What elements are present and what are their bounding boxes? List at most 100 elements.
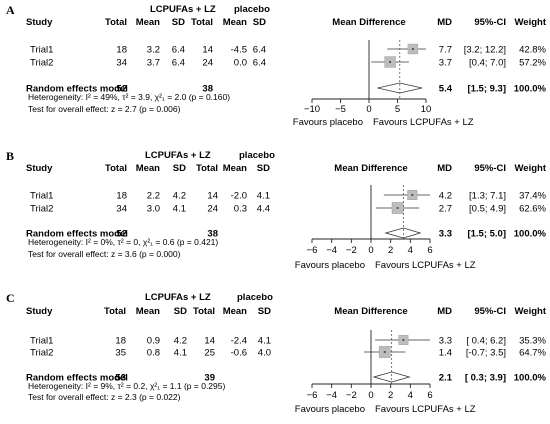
treatment-mean-header: Mean xyxy=(136,17,160,28)
x-axis-tick-label: 10 xyxy=(421,104,432,115)
control-mean: -4.5 xyxy=(231,45,247,56)
favours-placebo-label: Favours placebo xyxy=(295,404,365,415)
x-axis-tick-label: 4 xyxy=(408,245,413,256)
study-weight-value: 62.6% xyxy=(519,204,546,215)
study-md-value: 4.2 xyxy=(439,191,452,202)
favours-treatment-label: Favours LCPUFAs + LZ xyxy=(375,260,476,271)
treatment-mean: 3.7 xyxy=(147,58,160,69)
favours-placebo-label: Favours placebo xyxy=(295,260,365,271)
treatment-total: 18 xyxy=(115,336,126,347)
control-mean: -2.0 xyxy=(231,191,247,202)
x-axis-tick-label: −6 xyxy=(307,245,318,256)
control-mean-header: Mean xyxy=(223,163,247,174)
study-point-estimate xyxy=(402,339,405,341)
control-sd-header: SD xyxy=(253,17,266,28)
pooled-estimate-diamond xyxy=(384,227,422,239)
x-axis-tick-label: −4 xyxy=(326,390,337,401)
control-total: 14 xyxy=(202,45,213,56)
study-point-estimate xyxy=(411,194,414,196)
study-weight-value: 64.7% xyxy=(519,348,546,359)
control-sd: 4.1 xyxy=(258,336,271,347)
treatment-sd: 4.2 xyxy=(174,336,187,347)
study-ci-value: [0.4; 7.0] xyxy=(469,58,506,69)
study-name: Trial2 xyxy=(30,58,53,69)
treatment-mean: 3.2 xyxy=(147,45,160,56)
pooled-treatment-total: 53 xyxy=(115,373,126,384)
panel-letter: C xyxy=(6,291,15,305)
study-weight-value: 57.2% xyxy=(519,58,546,69)
study-point-estimate xyxy=(411,48,414,50)
treatment-sd-header: SD xyxy=(174,306,187,317)
weight-column-header: Weight xyxy=(515,306,547,317)
control-total: 14 xyxy=(207,191,218,202)
md-column-header: MD xyxy=(437,17,452,28)
control-mean: -2.4 xyxy=(231,336,247,347)
x-axis-tick-label: 0 xyxy=(366,104,371,115)
treatment-mean: 2.2 xyxy=(147,191,160,202)
pooled-ci-value: [1.5; 5.0] xyxy=(467,229,506,240)
weight-column-header: Weight xyxy=(515,17,547,28)
pooled-treatment-total: 52 xyxy=(116,84,127,95)
study-point-estimate xyxy=(389,61,392,63)
md-column-header: MD xyxy=(437,306,452,317)
study-ci-value: [1.3; 7.1] xyxy=(469,191,506,202)
study-column-header: Study xyxy=(26,17,53,28)
treatment-total: 34 xyxy=(116,204,127,215)
heterogeneity-text: Heterogeneity: I² = 0%, τ² = 0, χ²₁ = 0.… xyxy=(28,237,218,247)
x-axis-tick-label: 6 xyxy=(427,390,432,401)
control-total-header: Total xyxy=(196,163,218,174)
pooled-ci-value: [1.5; 9.3] xyxy=(467,84,506,95)
x-axis-tick-label: 2 xyxy=(388,390,393,401)
control-sd: 4.1 xyxy=(257,191,270,202)
treatment-total: 18 xyxy=(116,191,127,202)
treatment-group-header: LCPUFAs + LZ xyxy=(145,292,211,303)
study-name: Trial2 xyxy=(30,204,53,215)
pooled-weight-value: 100.0% xyxy=(514,229,547,240)
control-total-header: Total xyxy=(193,306,215,317)
heterogeneity-text: Heterogeneity: I² = 9%, τ² = 0.2, χ²₁ = … xyxy=(28,381,225,391)
panel-letter: A xyxy=(6,3,15,17)
control-mean-header: Mean xyxy=(223,17,247,28)
study-point-estimate xyxy=(396,207,399,209)
control-group-header: placebo xyxy=(234,4,270,15)
study-md-value: 3.7 xyxy=(439,58,452,69)
x-axis-tick-label: 6 xyxy=(427,245,432,256)
treatment-total-header: Total xyxy=(104,306,126,317)
treatment-mean: 0.8 xyxy=(147,348,160,359)
plot-title-header: Mean Difference xyxy=(334,306,407,317)
pooled-md-value: 5.4 xyxy=(439,84,453,95)
overall-effect-test-text: Test for overall effect: z = 2.3 (p = 0.… xyxy=(28,392,181,402)
study-weight-value: 35.3% xyxy=(519,336,546,347)
control-group-header: placebo xyxy=(237,292,273,303)
study-ci-value: [0.5; 4.9] xyxy=(469,204,506,215)
study-md-value: 2.7 xyxy=(439,204,452,215)
treatment-sd: 4.2 xyxy=(173,191,186,202)
treatment-group-header: LCPUFAs + LZ xyxy=(145,150,211,161)
control-sd: 6.4 xyxy=(253,58,266,69)
control-mean: -0.6 xyxy=(231,348,247,359)
pooled-md-value: 2.1 xyxy=(439,373,453,384)
ci-column-header: 95%-CI xyxy=(474,306,506,317)
treatment-sd-header: SD xyxy=(173,163,186,174)
treatment-total-header: Total xyxy=(105,163,127,174)
treatment-total: 35 xyxy=(115,348,126,359)
control-mean-header: Mean xyxy=(223,306,247,317)
study-point-estimate xyxy=(383,351,386,353)
ci-column-header: 95%-CI xyxy=(474,17,506,28)
pooled-md-value: 3.3 xyxy=(439,229,452,240)
md-column-header: MD xyxy=(437,163,452,174)
x-axis-tick-label: 4 xyxy=(408,390,413,401)
pooled-ci-value: [ 0.3; 3.9] xyxy=(465,373,506,384)
random-effects-label: Random effects model xyxy=(26,84,128,95)
x-axis-tick-label: −10 xyxy=(304,104,320,115)
treatment-total-header: Total xyxy=(105,17,127,28)
control-sd: 4.4 xyxy=(257,204,270,215)
treatment-sd-header: SD xyxy=(172,17,185,28)
forest-panel-a: A LCPUFAs + LZ placebo Study Total Mean SD Tota… xyxy=(6,3,547,128)
pooled-estimate-diamond xyxy=(372,371,411,383)
control-sd-header: SD xyxy=(258,306,271,317)
plot-title-header: Mean Difference xyxy=(334,163,407,174)
treatment-group-header: LCPUFAs + LZ xyxy=(150,4,216,15)
x-axis-tick-label: −5 xyxy=(335,104,346,115)
